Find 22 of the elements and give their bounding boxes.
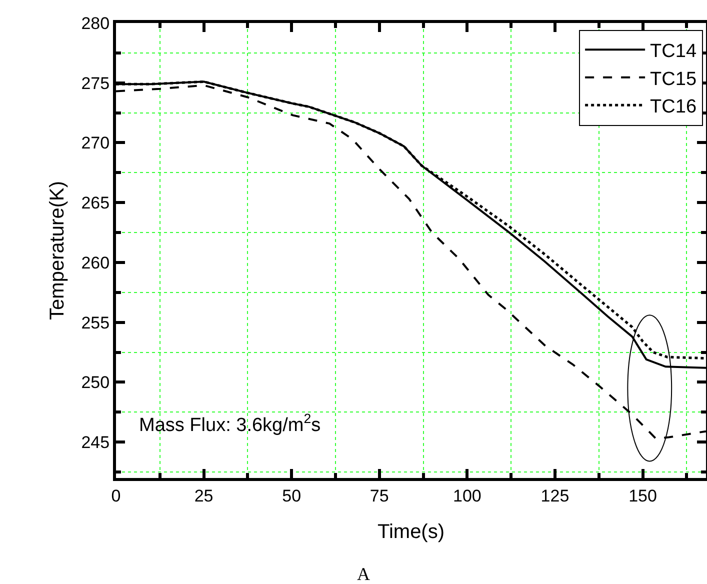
x-tick-label: 50 [282,486,302,506]
y-tick-label: 270 [81,134,110,153]
text: A [357,564,370,584]
x-tick-label: 150 [628,486,657,506]
y-axis-title: Temperature(K) [46,181,69,320]
x-axis-title: Time(s) [377,520,445,543]
legend-label: TC16 [650,96,697,118]
y-tick-label: 275 [81,74,110,93]
y-tick-label: 250 [81,373,110,392]
x-tick-label: 75 [370,486,389,506]
y-tick-label: 260 [81,253,110,272]
y-tick-label: 255 [81,313,110,332]
legend-label: TC14 [650,41,697,62]
x-tick-label: 125 [540,486,570,506]
x-tick-label: 25 [194,486,214,506]
y-tick-label: 265 [81,194,110,213]
x-tick-label: 100 [453,486,482,506]
annotation: Mass Flux: 3.6kg/m$^{2}$s [139,411,321,436]
y-tick-label: 280 [81,14,110,33]
y-tick-label: 245 [81,433,110,452]
x-tick-label: 0 [111,486,121,506]
legend-label: TC15 [650,68,697,90]
